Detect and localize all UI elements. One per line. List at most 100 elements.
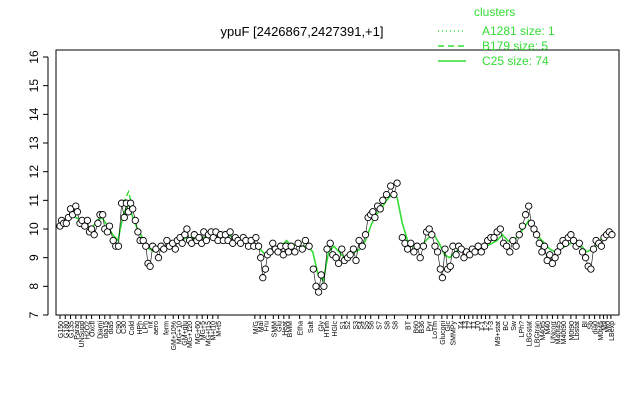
x-tick-label: UNSupp bbox=[79, 321, 86, 348]
data-point bbox=[160, 245, 168, 253]
data-point bbox=[376, 205, 384, 213]
data-point bbox=[291, 248, 299, 256]
data-point bbox=[506, 248, 514, 256]
data-point bbox=[226, 228, 234, 236]
y-axis: 7 8 9 10 11 12 13 14 15 16 bbox=[27, 50, 49, 318]
data-point bbox=[480, 242, 489, 250]
data-point bbox=[525, 202, 533, 210]
x-tick-label: S8 bbox=[392, 321, 399, 330]
x-tick-label: GM+glu bbox=[182, 321, 189, 346]
y-tick-label: 12 bbox=[27, 165, 41, 179]
x-tick-label: T-1 bbox=[479, 321, 486, 331]
chart-title: ypuF [2426867,2427391,+1] bbox=[220, 24, 383, 39]
data-point bbox=[195, 233, 203, 242]
data-point bbox=[518, 222, 527, 230]
point-connector bbox=[118, 203, 122, 247]
data-point bbox=[259, 274, 267, 282]
data-point bbox=[183, 225, 191, 233]
x-tick-label: M40 bbox=[545, 321, 552, 335]
x-tick-label: dia5 bbox=[108, 321, 115, 334]
data-point bbox=[597, 242, 606, 250]
data-point bbox=[428, 231, 436, 239]
data-point bbox=[146, 262, 154, 270]
data-point bbox=[142, 242, 150, 250]
x-tick-label: S1 bbox=[340, 321, 347, 330]
x-tick-label: M+t10 bbox=[211, 321, 218, 341]
data-point bbox=[419, 242, 428, 250]
data-point bbox=[355, 236, 363, 245]
x-tick-label: M0t90 bbox=[569, 321, 576, 341]
x-tick-label: SMM bbox=[271, 321, 278, 338]
data-point bbox=[317, 271, 325, 279]
point-connector bbox=[442, 249, 446, 278]
data-point bbox=[105, 222, 114, 230]
data-point bbox=[407, 239, 415, 247]
x-tick-label: LBexp bbox=[609, 321, 616, 341]
x-tick-label: HTim bbox=[324, 321, 331, 338]
data-point bbox=[305, 242, 313, 250]
data-point bbox=[349, 245, 358, 253]
x-tick-label: M40t90 bbox=[561, 321, 568, 344]
x-tick-label: dia0 bbox=[593, 321, 600, 334]
data-point bbox=[540, 242, 549, 250]
data-point bbox=[252, 233, 260, 242]
y-tick-label: 14 bbox=[27, 107, 41, 121]
data-point bbox=[371, 213, 379, 222]
data-point bbox=[398, 233, 406, 242]
y-tick-label: 9 bbox=[27, 254, 41, 261]
data-point bbox=[441, 245, 449, 253]
x-tick-label: Pyr bbox=[427, 320, 434, 331]
data-point bbox=[120, 213, 128, 222]
data-point bbox=[502, 242, 511, 250]
data-point bbox=[171, 245, 179, 253]
x-tick-label: LPh bbox=[142, 321, 149, 334]
x-tick-label: Glc bbox=[445, 321, 452, 332]
data-point bbox=[269, 239, 277, 247]
data-point bbox=[551, 254, 559, 262]
x-tick-label: LBGstat bbox=[527, 321, 534, 346]
x-tick-label: T3 bbox=[462, 321, 469, 329]
x-tick-label: LoTm bbox=[432, 321, 439, 339]
data-point bbox=[416, 254, 424, 262]
x-tick-label: Etha bbox=[298, 321, 305, 336]
x-tick-label: T4 bbox=[458, 321, 465, 329]
x-tick-label: G135 bbox=[69, 321, 76, 338]
x-tick-label: Cold bbox=[129, 321, 136, 336]
legend-label-b179: B179 size: 5 bbox=[482, 39, 548, 53]
x-tick-label: S8 bbox=[385, 321, 392, 330]
x-tick-label: Salt bbox=[308, 321, 315, 333]
data-point bbox=[567, 231, 575, 239]
data-point bbox=[477, 248, 485, 256]
x-tick-label: Sw bbox=[511, 320, 518, 331]
x-tick-label: S3 bbox=[353, 321, 360, 330]
x-tick-label: BT bbox=[406, 320, 413, 330]
x-tick-label: M9+stat bbox=[495, 321, 502, 346]
data-point bbox=[512, 242, 520, 250]
data-point bbox=[83, 216, 92, 225]
x-tick-label: MG+t15 bbox=[205, 321, 212, 346]
y-tick-label: 15 bbox=[27, 79, 41, 93]
y-tick-label: 16 bbox=[27, 50, 41, 64]
data-point bbox=[309, 265, 317, 273]
data-point bbox=[438, 274, 447, 282]
x-tick-label: G180 bbox=[63, 321, 70, 338]
data-point bbox=[261, 265, 270, 273]
x-tick-label: T2 bbox=[467, 321, 474, 329]
data-point bbox=[99, 211, 107, 219]
data-point bbox=[323, 245, 331, 253]
data-point bbox=[129, 205, 137, 213]
x-tick-label: Gluconi bbox=[440, 321, 447, 345]
data-point bbox=[452, 251, 460, 259]
x-tick-label: ferm bbox=[163, 321, 170, 335]
x-tick-label: G150 bbox=[58, 321, 65, 338]
y-tick-label: 8 bbox=[27, 283, 41, 290]
data-point bbox=[298, 245, 306, 253]
data-point bbox=[326, 239, 334, 247]
data-point bbox=[410, 248, 418, 256]
data-point bbox=[361, 231, 370, 239]
data-point bbox=[254, 242, 263, 250]
x-tick-label: nit bbox=[148, 321, 155, 328]
data-point bbox=[320, 282, 328, 290]
data-point bbox=[393, 179, 401, 187]
